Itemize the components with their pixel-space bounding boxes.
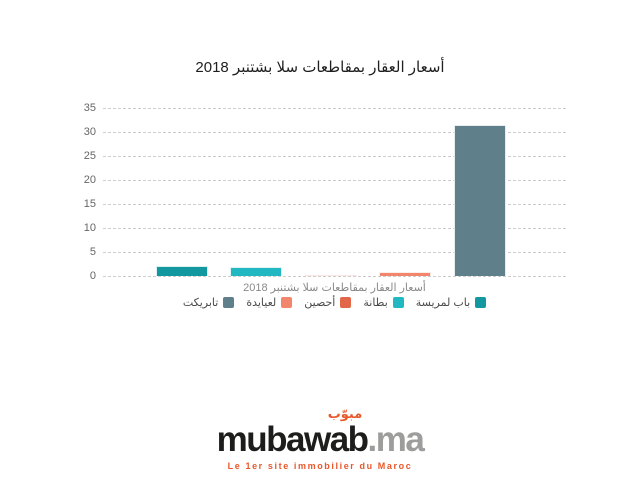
gridline-y-5 — [103, 252, 566, 253]
logo-text: mubawab — [216, 420, 369, 459]
legend-label-bab-lamrissa: باب لمريسة — [415, 297, 471, 309]
gridline-y-20 — [103, 180, 566, 181]
logo-tagline: Le 1er site immobilier du Maroc — [227, 461, 413, 471]
x-axis-label: أسعار العقار بمقاطعات سلا بشتنبر 2018 — [243, 282, 426, 294]
bar-bab-lamrissa — [155, 266, 208, 276]
legend-swatch-bab-lamrissa — [475, 297, 487, 308]
chart-legend: باب لمريسة بطانة أحصين لعيايدة تابريكت — [103, 296, 566, 309]
gridline-y-10 — [103, 228, 566, 229]
legend-item-tabriquet: تابريكت — [182, 296, 235, 309]
legend-swatch-hssaine — [340, 297, 352, 308]
legend-item-bettana: بطانة — [363, 296, 404, 309]
gridline-y-25 — [103, 156, 566, 157]
gridline-y-15 — [103, 204, 566, 205]
legend-label-laayayda: لعيايدة — [246, 297, 277, 309]
bar-tabriquet — [453, 124, 506, 276]
y-axis-tick-label: 30 — [83, 126, 96, 138]
chart-title: أسعار العقار بمقاطعات سلا بشتنبر 2018 — [195, 59, 445, 76]
mubawab-logo: مبوّب mubawab.ma Le 1er site immobilier … — [0, 407, 640, 471]
legend-item-laayayda: لعيايدة — [246, 296, 293, 309]
legend-label-hssaine: أحصين — [304, 297, 336, 309]
y-axis-tick-label: 10 — [83, 222, 96, 234]
bar-hssaine — [304, 274, 357, 276]
logo-wordmark: mubawab.ma — [0, 422, 640, 457]
legend-item-bab-lamrissa: باب لمريسة — [415, 296, 487, 309]
legend-label-bettana: بطانة — [363, 297, 388, 309]
y-axis-tick-label: 0 — [89, 270, 96, 282]
y-axis-tick-label: 35 — [83, 102, 96, 114]
gridline-y-35 — [103, 108, 566, 109]
y-axis-tick-label: 5 — [89, 246, 96, 258]
gridline-y-30 — [103, 132, 566, 133]
legend-swatch-laayayda — [281, 297, 293, 308]
gridline-y-0 — [103, 276, 566, 277]
y-axis-tick-label: 15 — [83, 198, 96, 210]
legend-label-tabriquet: تابريكت — [182, 297, 219, 309]
bar-laayayda — [379, 272, 431, 276]
bar-bettana — [230, 267, 282, 276]
logo-arabic-wordmark: مبوّب — [327, 406, 363, 421]
legend-swatch-tabriquet — [223, 297, 235, 308]
legend-item-hssaine: أحصين — [304, 296, 352, 309]
legend-swatch-bettana — [392, 297, 404, 308]
y-axis-tick-label: 20 — [83, 174, 96, 186]
y-axis-tick-label: 25 — [83, 150, 96, 162]
plot-area: 0 5 10 15 20 25 30 35 — [84, 102, 566, 282]
logo-tld: .ma — [367, 420, 425, 459]
